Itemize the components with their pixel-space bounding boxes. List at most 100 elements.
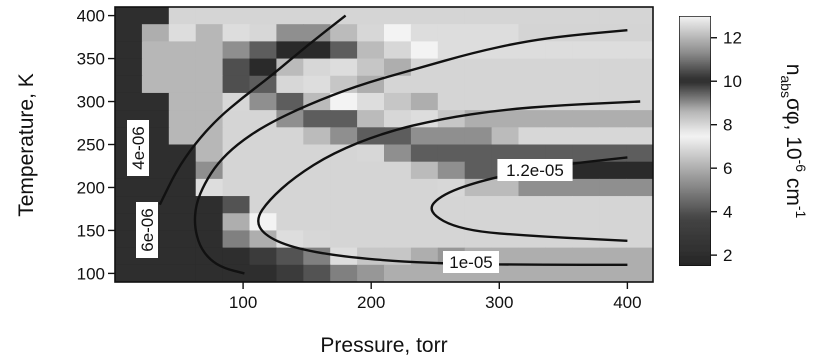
heatmap-cell bbox=[410, 230, 439, 249]
heatmap-cell bbox=[572, 247, 600, 266]
x-tick-label: 400 bbox=[613, 293, 641, 312]
heatmap-cell bbox=[491, 24, 520, 42]
heatmap-cell bbox=[330, 196, 358, 214]
heatmap-cell bbox=[303, 178, 331, 197]
heatmap-cell bbox=[626, 75, 653, 94]
heatmap-cell bbox=[195, 144, 224, 163]
heatmap-cell bbox=[249, 127, 277, 146]
heatmap-cell bbox=[518, 144, 546, 163]
heatmap-cell bbox=[599, 161, 627, 180]
heatmap-cell bbox=[330, 92, 358, 111]
contour-line bbox=[193, 29, 628, 275]
heatmap-cell bbox=[249, 58, 277, 77]
heatmap-cell bbox=[330, 230, 358, 249]
heatmap-cell bbox=[195, 213, 224, 232]
heatmap-cell bbox=[276, 7, 304, 25]
heatmap-cell bbox=[222, 127, 251, 146]
x-tick-label: 100 bbox=[229, 293, 257, 312]
heatmap-cell bbox=[410, 127, 439, 146]
heatmap-cell bbox=[545, 41, 573, 60]
heatmap-cell bbox=[195, 110, 224, 128]
heatmap-cell bbox=[545, 144, 573, 163]
heatmap-cell bbox=[437, 7, 466, 25]
heatmap-cell bbox=[357, 110, 385, 128]
svg-text:6e-06: 6e-06 bbox=[138, 208, 157, 251]
heatmap-cell bbox=[249, 24, 277, 42]
heatmap-cell bbox=[276, 127, 304, 146]
heatmap-cell bbox=[115, 7, 143, 25]
heatmap-cell bbox=[437, 41, 466, 60]
heatmap-cell bbox=[115, 264, 143, 282]
heatmap-cell bbox=[491, 58, 520, 77]
heatmap-cell bbox=[626, 213, 653, 232]
heatmap-cell bbox=[357, 264, 385, 282]
heatmap-cell bbox=[357, 213, 385, 232]
svg-text:1.2e-05: 1.2e-05 bbox=[506, 161, 564, 180]
heatmap-cell bbox=[303, 58, 331, 77]
heatmap-cell bbox=[168, 178, 197, 197]
heatmap-cell bbox=[249, 7, 277, 25]
heatmap-cell bbox=[545, 127, 573, 146]
heatmap-cell bbox=[437, 58, 466, 77]
heatmap-cell bbox=[303, 144, 331, 163]
heatmap-cell bbox=[545, 230, 573, 249]
heatmap-cell bbox=[384, 144, 412, 163]
heatmap-cell bbox=[330, 58, 358, 77]
heatmap-cell bbox=[357, 247, 385, 266]
heatmap-cell bbox=[195, 247, 224, 266]
contour-label: 1e-05 bbox=[443, 251, 499, 273]
heatmap-cell bbox=[357, 178, 385, 197]
heatmap-cell bbox=[115, 178, 143, 197]
heatmap-cell bbox=[518, 264, 546, 282]
heatmap-cell bbox=[195, 230, 224, 249]
heatmap-cell bbox=[464, 7, 493, 25]
heatmap-cell bbox=[464, 144, 493, 163]
heatmap-cell bbox=[141, 75, 170, 94]
heatmap-cell bbox=[249, 144, 277, 163]
heatmap-cell bbox=[626, 41, 653, 60]
heatmap-cell bbox=[168, 41, 197, 60]
heatmap-cell bbox=[195, 58, 224, 77]
x-tick-label: 200 bbox=[357, 293, 385, 312]
heatmap-cell bbox=[330, 178, 358, 197]
heatmap-cell bbox=[249, 75, 277, 94]
heatmap-cell bbox=[330, 24, 358, 42]
heatmap-cell bbox=[249, 178, 277, 197]
heatmap-cell bbox=[168, 213, 197, 232]
heatmap-cell bbox=[626, 230, 653, 249]
y-tick-label: 200 bbox=[77, 178, 105, 197]
colorbar-tick-label: 2 bbox=[723, 246, 732, 265]
heatmap-cell bbox=[545, 178, 573, 197]
heatmap-cell bbox=[357, 7, 385, 25]
heatmap-cell bbox=[276, 264, 304, 282]
colorbar-tick-label: 6 bbox=[723, 159, 732, 178]
heatmap-cell bbox=[464, 92, 493, 111]
heatmap-cell bbox=[410, 247, 439, 266]
heatmap-cell bbox=[303, 7, 331, 25]
heatmap-cell bbox=[599, 178, 627, 197]
heatmap-cell bbox=[330, 127, 358, 146]
heatmap-cell bbox=[357, 41, 385, 60]
heatmap-cell bbox=[357, 144, 385, 163]
heatmap-cell bbox=[303, 213, 331, 232]
heatmap-cell bbox=[437, 110, 466, 128]
heatmap-cell bbox=[141, 178, 170, 197]
heatmap-cell bbox=[330, 264, 358, 282]
heatmap-cell bbox=[303, 161, 331, 180]
heatmap-cell bbox=[572, 75, 600, 94]
heatmap-cell bbox=[303, 41, 331, 60]
heatmap-cell bbox=[437, 161, 466, 180]
heatmap-cell bbox=[249, 213, 277, 232]
heatmap-cell bbox=[357, 24, 385, 42]
heatmap-cell bbox=[384, 178, 412, 197]
heatmap-cell bbox=[464, 196, 493, 214]
svg-text:1e-05: 1e-05 bbox=[449, 253, 492, 272]
heatmap-cell bbox=[141, 58, 170, 77]
heatmap-cell bbox=[518, 58, 546, 77]
heatmap-cell bbox=[437, 24, 466, 42]
heatmap-cell bbox=[572, 213, 600, 232]
heatmap-cell bbox=[276, 161, 304, 180]
heatmap-cell bbox=[168, 247, 197, 266]
heatmap-cell bbox=[195, 127, 224, 146]
heatmap-cell bbox=[626, 178, 653, 197]
